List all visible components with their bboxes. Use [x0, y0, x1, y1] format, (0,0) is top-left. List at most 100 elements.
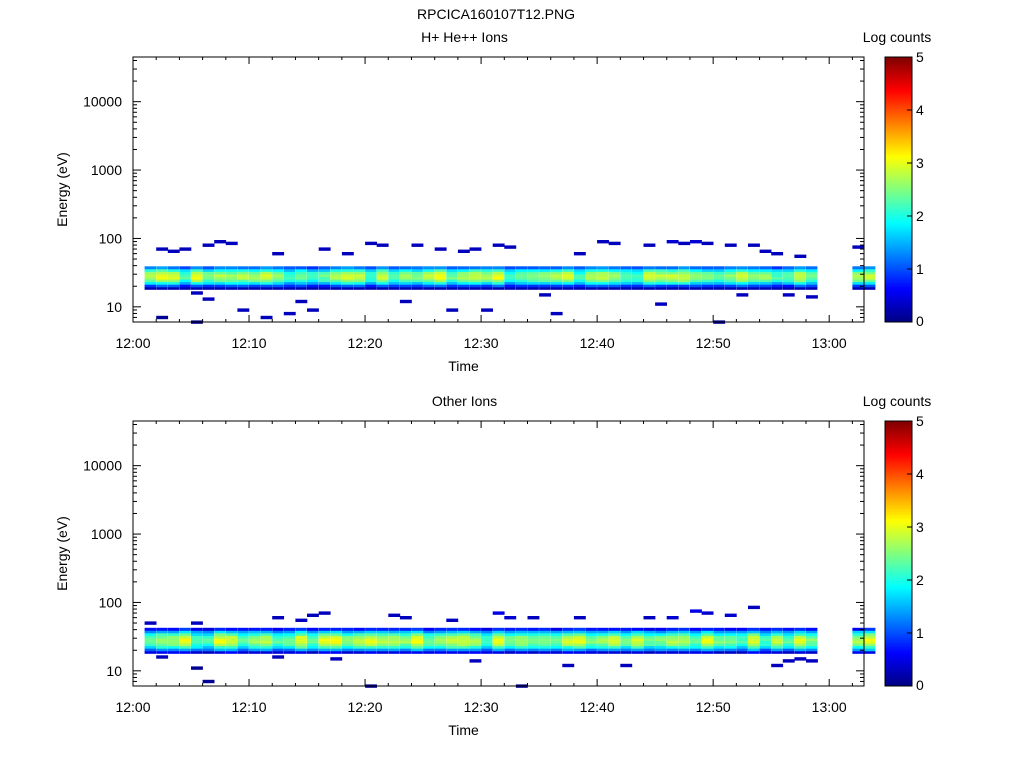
spectrogram-cell [631, 645, 644, 649]
spectrogram-cell [864, 645, 876, 649]
spectrogram-cell [504, 286, 516, 290]
spectrogram-cell [481, 274, 493, 277]
spectrogram-cell [156, 268, 168, 272]
spectrogram-cell [214, 627, 226, 631]
sporadic-count-cell [550, 311, 563, 316]
spectrogram-cell [492, 650, 505, 654]
spectrogram-cell [690, 281, 702, 285]
spectrogram-cell [434, 284, 447, 288]
spectrogram-cell [550, 648, 563, 652]
spectrogram-cell [249, 627, 261, 631]
colorbar-gradient-step [885, 599, 912, 603]
spectrogram-cell [492, 286, 505, 290]
colorbar-gradient-step [885, 149, 912, 153]
spectrogram-cell [794, 630, 806, 634]
spectrogram-cell [678, 640, 690, 644]
spectrogram-cell [527, 630, 539, 634]
spectrogram-cell [736, 286, 748, 290]
spectrogram-cell [202, 627, 214, 631]
colorbar-gradient-step [885, 304, 912, 308]
spectrogram-cell [713, 638, 725, 641]
colorbar-gradient-step [885, 277, 912, 281]
spectrogram-cell [341, 632, 354, 636]
spectrogram-cell [214, 281, 226, 285]
spectrogram-cell [365, 268, 377, 272]
x-tick-label: 12:50 [696, 699, 731, 715]
spectrogram-cell [249, 650, 261, 654]
spectrogram-cell [399, 643, 412, 647]
spectrogram-cell [423, 281, 435, 285]
spectrogram-cell [388, 274, 400, 277]
spectrogram-cell [225, 271, 238, 275]
spectrogram-cell [655, 266, 667, 270]
spectrogram-cell [423, 276, 435, 280]
spectrogram-cell [365, 284, 377, 288]
sporadic-count-cell [643, 243, 656, 247]
spectrogram-cell [527, 640, 539, 644]
spectrogram-cell [225, 643, 238, 647]
spectrogram-cell [202, 632, 214, 636]
spectrogram-cell [295, 643, 307, 647]
colorbar-gradient-step [885, 118, 912, 122]
spectrogram-cell [771, 632, 783, 636]
spectrogram-cell [864, 650, 876, 654]
spectrogram-cell [353, 650, 365, 654]
spectrogram-cell [237, 643, 249, 647]
sporadic-count-cell [156, 315, 169, 320]
spectrogram-cell [655, 274, 667, 277]
x-tick-label: 13:00 [812, 699, 847, 715]
spectrogram-cell [701, 281, 713, 285]
spectrogram-cell [446, 284, 458, 288]
colorbar-gradient-step [885, 169, 912, 173]
spectrogram-cell [156, 643, 168, 647]
spectrogram-cell [446, 645, 458, 649]
spectrogram-cell [457, 266, 470, 270]
spectrogram-cell [179, 638, 191, 641]
spectrogram-cell [562, 284, 574, 288]
spectrogram-cell [515, 286, 528, 290]
spectrogram-cell [527, 635, 539, 639]
colorbar-gradient-step [885, 474, 912, 477]
spectrogram-cell [713, 643, 725, 647]
spectrogram-cell [748, 281, 760, 285]
spectrogram-cell [260, 276, 272, 280]
spectrogram-cell [283, 276, 296, 280]
colorbar-gradient-step [885, 145, 912, 149]
spectrogram-cell [353, 632, 365, 636]
spectrogram-cell [736, 276, 748, 280]
spectrogram-cell [469, 286, 481, 290]
spectrogram-cell [724, 640, 737, 644]
spectrogram-cell [643, 274, 655, 277]
spectrogram-cell [330, 286, 342, 290]
colorbar-gradient-step [885, 193, 912, 197]
spectrogram-cell [330, 284, 342, 288]
spectrogram-cell [272, 630, 284, 634]
spectrogram-cell [330, 650, 342, 654]
spectrogram-cell [539, 266, 551, 270]
sporadic-counts [144, 605, 818, 688]
spectrogram-cell [771, 266, 783, 270]
colorbar-gradient-step [885, 83, 912, 87]
spectrogram-cell [283, 284, 296, 288]
spectrogram-cell [713, 648, 725, 652]
spectrogram-cell [249, 630, 261, 634]
spectrogram-cell [446, 266, 458, 270]
spectrogram-cell [318, 266, 331, 270]
spectrogram-cell [167, 276, 180, 280]
spectrogram-cell [365, 286, 377, 290]
spectrogram-cell [249, 284, 261, 288]
spectrogram-cell [713, 650, 725, 654]
colorbar-gradient-step [885, 644, 912, 647]
spectrogram-cell [806, 274, 818, 277]
spectrogram-cell [411, 632, 423, 636]
spectrogram-cell [156, 635, 168, 639]
spectrogram-cell [399, 274, 412, 277]
spectrogram-cell [620, 266, 632, 270]
spectrogram-cell [388, 281, 400, 285]
spectrogram-cell [260, 274, 272, 277]
spectrogram-cell [237, 268, 249, 272]
spectrogram-cell [353, 271, 365, 275]
spectrogram-cell [492, 630, 505, 634]
spectrogram-cell [202, 648, 214, 652]
spectrogram-cell [771, 630, 783, 634]
